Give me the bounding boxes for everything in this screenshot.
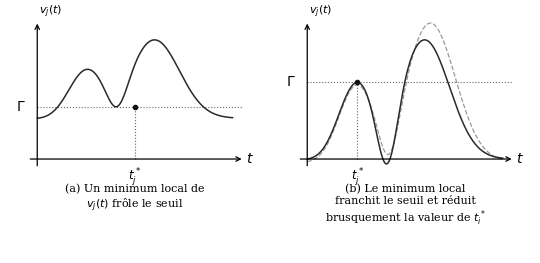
Text: $t$: $t$ xyxy=(246,152,254,166)
Text: (a) Un minimum local de
$v_j(t)$ frôle le seuil: (a) Un minimum local de $v_j(t)$ frôle l… xyxy=(65,184,205,214)
Text: $t_j^*$: $t_j^*$ xyxy=(350,167,364,189)
Text: $v_j(t)$: $v_j(t)$ xyxy=(309,3,333,20)
Text: $t_j^*$: $t_j^*$ xyxy=(129,167,141,189)
Text: $v_j(t)$: $v_j(t)$ xyxy=(39,3,63,20)
Text: $\Gamma$: $\Gamma$ xyxy=(16,100,25,114)
Text: $t$: $t$ xyxy=(516,152,524,166)
Text: (b) Le minimum local
franchit le seuil et réduit
brusquement la valeur de $t_i^*: (b) Le minimum local franchit le seuil e… xyxy=(325,184,485,228)
Text: $\Gamma$: $\Gamma$ xyxy=(286,75,295,89)
